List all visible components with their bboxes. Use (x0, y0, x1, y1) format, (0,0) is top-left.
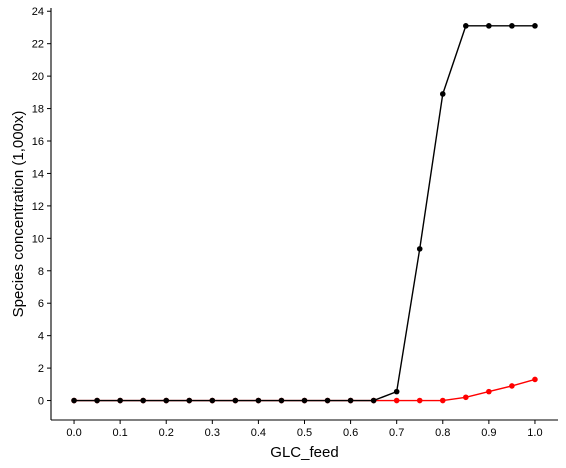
x-tick-label: 0.1 (112, 427, 127, 439)
x-tick-label: 0.3 (205, 427, 220, 439)
y-tick-label: 12 (32, 201, 44, 213)
x-tick-label: 0.9 (481, 427, 496, 439)
x-tick-label: 0.5 (297, 427, 312, 439)
data-point (463, 23, 469, 29)
y-tick-label: 18 (32, 104, 44, 116)
data-point (439, 397, 446, 404)
data-point (255, 397, 262, 404)
data-point (416, 397, 423, 404)
data-point (301, 397, 308, 404)
y-tick-label: 10 (32, 233, 44, 245)
x-tick-label: 0.6 (343, 427, 358, 439)
y-tick-label: 20 (32, 71, 44, 83)
data-point (393, 397, 400, 404)
plot-series (71, 23, 538, 404)
x-tick-label: 0.4 (251, 427, 266, 439)
data-point (209, 397, 216, 404)
y-tick-label: 0 (38, 396, 44, 408)
data-point (163, 397, 170, 404)
data-point (140, 397, 146, 404)
y-tick-label: 6 (38, 298, 44, 310)
data-point (94, 397, 100, 404)
series-line (74, 25, 535, 402)
data-point (232, 397, 239, 404)
data-point (117, 397, 123, 404)
x-axis-title: GLC_feed (270, 444, 338, 461)
y-tick-label: 16 (32, 136, 44, 148)
data-point (532, 376, 538, 383)
data-point (532, 23, 538, 29)
data-point (71, 397, 77, 404)
x-tick-label: 0.8 (435, 427, 450, 439)
data-point (486, 23, 492, 29)
y-tick-label: 14 (32, 168, 44, 180)
x-axis: 0.0 0.1 0.2 0.3 0.4 0.5 0.6 0.7 0.8 0.9 1.0 (51, 419, 558, 439)
data-point (278, 397, 285, 404)
x-tick-label: 0.7 (389, 427, 404, 439)
data-point (509, 383, 515, 389)
x-tick-label: 1.0 (527, 427, 542, 439)
x-tick-label: 0.0 (66, 427, 81, 439)
data-point (186, 397, 193, 404)
data-point (463, 394, 469, 401)
data-point (439, 91, 446, 97)
y-tick-label: 8 (38, 266, 44, 278)
y-tick-label: 24 (32, 6, 44, 18)
series-1 (71, 23, 538, 404)
data-point (370, 397, 377, 404)
y-tick-label: 2 (38, 363, 44, 375)
data-point (347, 397, 354, 404)
data-point (486, 388, 492, 395)
data-point (509, 23, 515, 29)
y-tick-label: 4 (38, 331, 44, 343)
data-point (416, 246, 423, 252)
data-point (324, 397, 331, 404)
y-tick-label: 22 (32, 39, 44, 51)
y-axis-title: Species concentration (1,000x) (10, 111, 27, 318)
data-point (393, 388, 400, 395)
x-tick-label: 0.2 (159, 427, 174, 439)
